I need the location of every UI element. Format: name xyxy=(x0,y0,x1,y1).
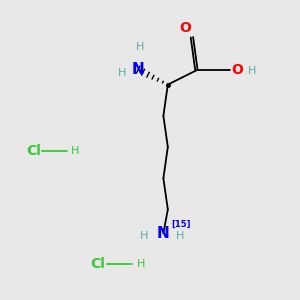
Text: H: H xyxy=(118,68,126,78)
Text: N: N xyxy=(132,62,145,77)
Text: H: H xyxy=(135,43,144,52)
Text: H: H xyxy=(140,231,148,241)
Text: [15]: [15] xyxy=(171,220,190,229)
Text: H: H xyxy=(71,146,80,157)
Text: O: O xyxy=(232,63,244,77)
Text: Cl: Cl xyxy=(27,145,41,158)
Text: Cl: Cl xyxy=(91,257,105,272)
Text: H: H xyxy=(176,231,184,241)
Text: O: O xyxy=(180,21,192,35)
Text: H: H xyxy=(136,260,145,269)
Text: H: H xyxy=(248,66,256,76)
Text: N: N xyxy=(157,226,170,241)
